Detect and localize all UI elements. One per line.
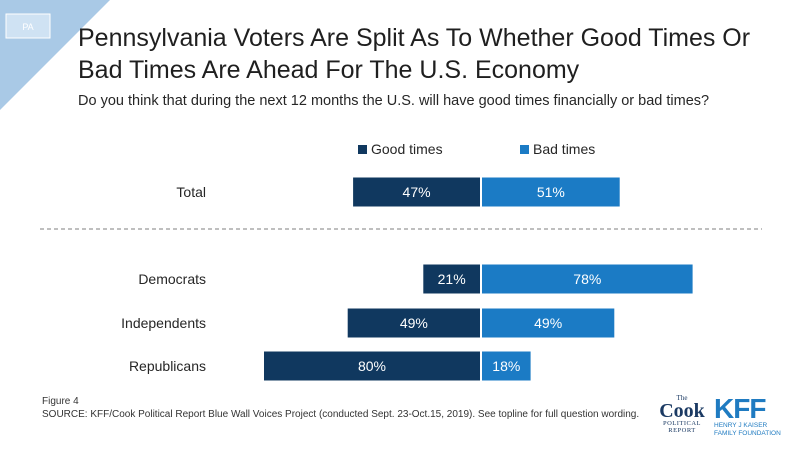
good-times-bar bbox=[353, 177, 480, 207]
cook-logo-sub1: POLITICAL bbox=[662, 420, 702, 427]
good-times-bar bbox=[264, 351, 480, 381]
good-times-value-label: 49% bbox=[400, 315, 428, 331]
legend-label: Bad times bbox=[533, 141, 595, 157]
category-label: Democrats bbox=[138, 271, 206, 287]
cook-logo-sub2: REPORT bbox=[668, 427, 696, 434]
source-note: SOURCE: KFF/Cook Political Report Blue W… bbox=[42, 409, 640, 420]
category-label: Independents bbox=[121, 315, 206, 331]
kff-logo-sub1: HENRY J KAISER bbox=[714, 422, 768, 429]
good-times-bar bbox=[423, 264, 480, 294]
good-times-value-label: 21% bbox=[438, 271, 466, 287]
kff-logo-sub2: FAMILY FOUNDATION bbox=[714, 430, 781, 437]
state-badge: PA bbox=[0, 0, 110, 110]
kff-logo: KFF HENRY J KAISER FAMILY FOUNDATION bbox=[714, 393, 786, 438]
cook-logo-name: Cook bbox=[659, 400, 705, 422]
legend-label: Good times bbox=[371, 141, 443, 157]
bad-times-bar bbox=[482, 264, 693, 294]
page-title: Pennsylvania Voters Are Split As To Whet… bbox=[78, 24, 751, 84]
kff-logo-name: KFF bbox=[714, 393, 766, 424]
bad-times-value-label: 49% bbox=[534, 315, 562, 331]
good-times-bar bbox=[347, 308, 480, 338]
bad-times-value-label: 18% bbox=[492, 358, 520, 374]
legend-swatch bbox=[358, 145, 367, 154]
bad-times-value-label: 51% bbox=[537, 184, 565, 200]
question-subtitle: Do you think that during the next 12 mon… bbox=[78, 93, 710, 109]
bad-times-value-label: 78% bbox=[573, 271, 601, 287]
legend-swatch bbox=[520, 145, 529, 154]
cook-political-report-logo: The Cook POLITICAL REPORT bbox=[657, 394, 707, 435]
bad-times-bar bbox=[482, 308, 615, 338]
cook-logo-the: The bbox=[676, 394, 688, 402]
bad-times-bar bbox=[482, 351, 531, 381]
bad-times-bar bbox=[482, 177, 620, 207]
category-label: Republicans bbox=[129, 358, 206, 374]
pennsylvania-outline-icon bbox=[5, 13, 51, 39]
good-times-value-label: 80% bbox=[358, 358, 386, 374]
good-times-value-label: 47% bbox=[403, 184, 431, 200]
figure-number: Figure 4 bbox=[42, 396, 79, 407]
state-abbrev: PA bbox=[22, 22, 33, 32]
category-label: Total bbox=[176, 184, 206, 200]
